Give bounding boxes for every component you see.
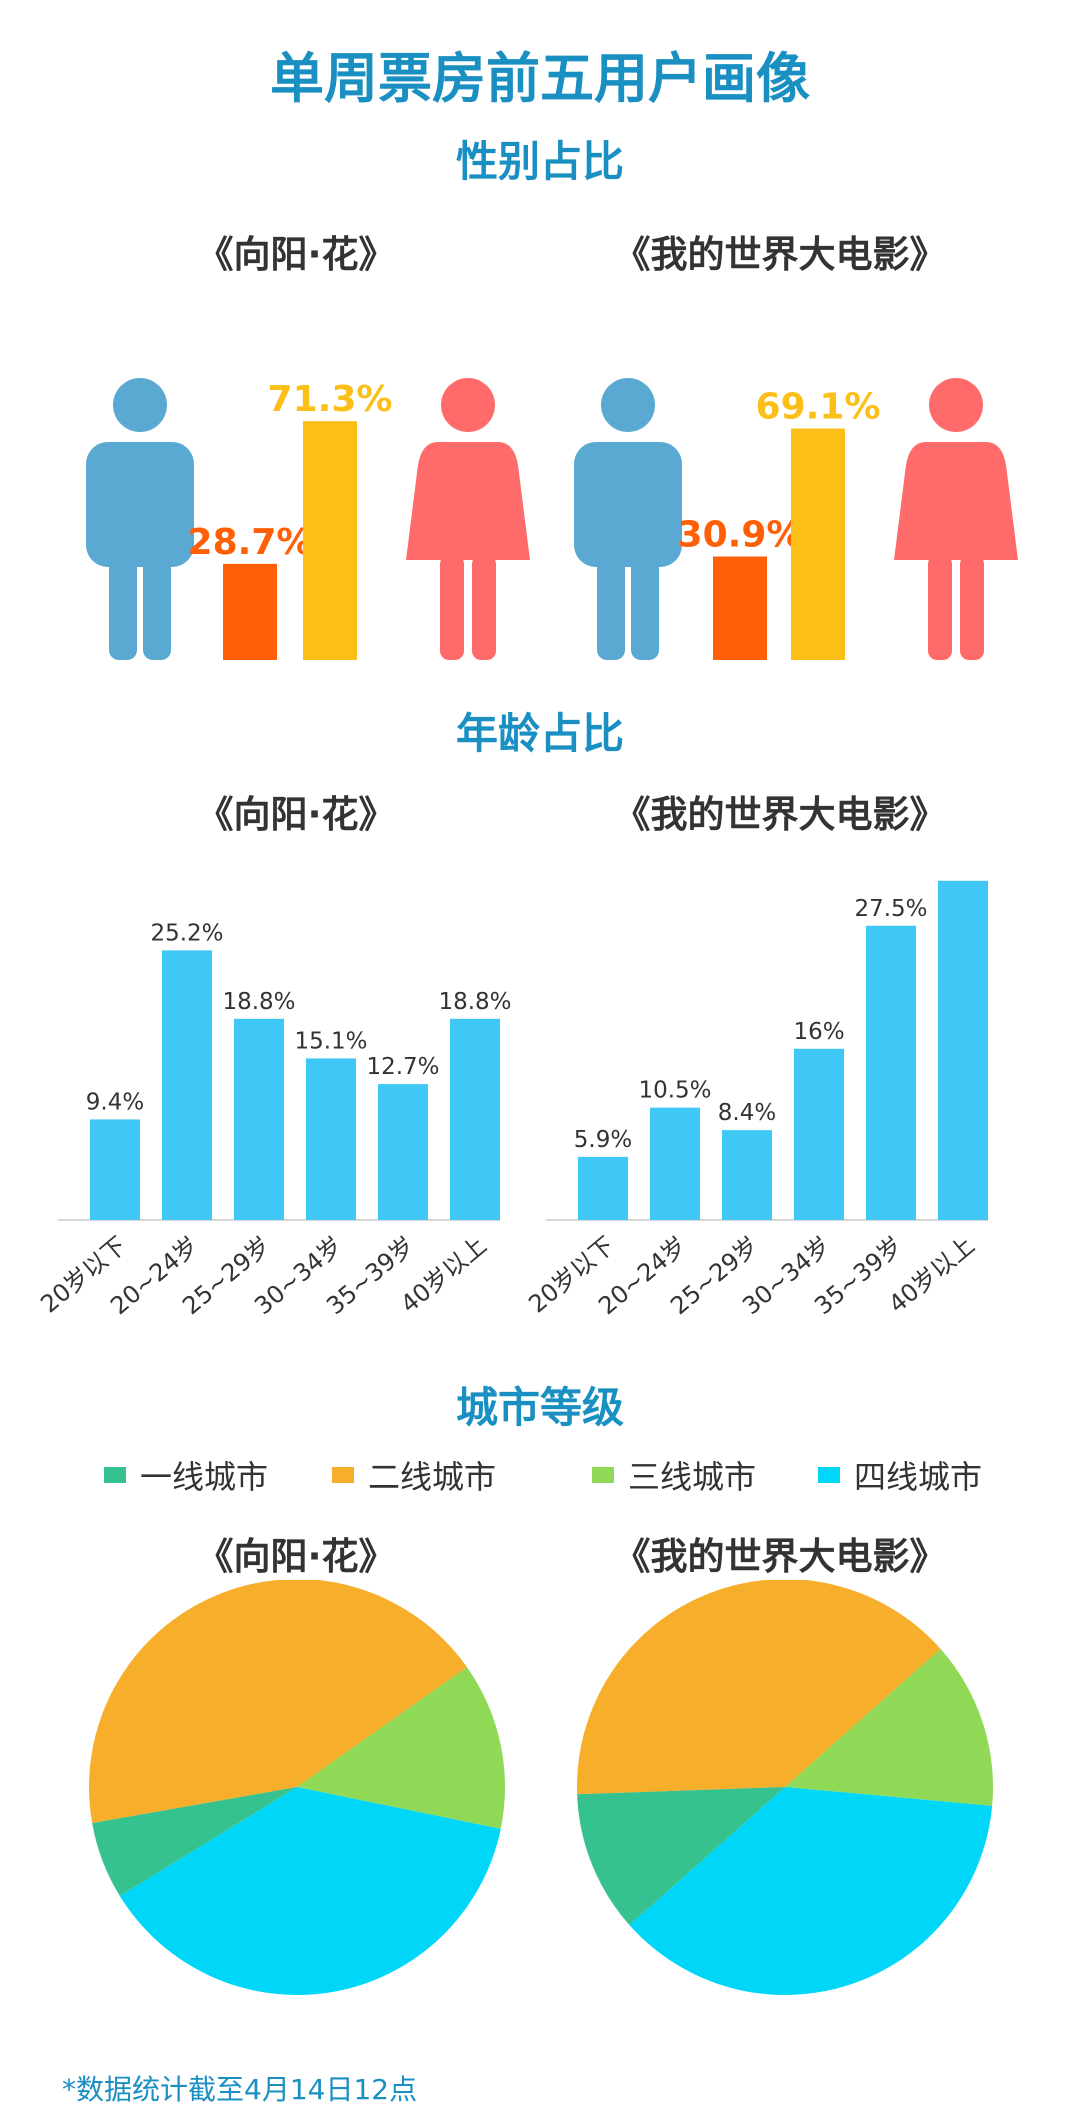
- legend-swatch-tier3: [592, 1467, 614, 1483]
- age-bar: [650, 1107, 700, 1220]
- gender-bar: [713, 556, 767, 660]
- legend-swatch-tier4: [818, 1467, 840, 1483]
- age-bar: [794, 1048, 844, 1220]
- legend-label-tier2: 二线城市: [368, 1458, 497, 1496]
- legend-swatch-tier2: [332, 1467, 354, 1483]
- male-icon: [86, 378, 194, 660]
- pie-slice: [297, 1667, 506, 1829]
- age-movie-title-2: 《我的世界大电影》: [613, 793, 947, 836]
- age-bar-label: 16%: [793, 1019, 844, 1045]
- pie-chart-2: [577, 1580, 993, 1996]
- age-bar: [938, 880, 988, 1220]
- age-chart-1: 9.4%20岁以下25.2%20~24岁18.8%25~29岁15.1%30~3…: [35, 920, 511, 1320]
- age-bar: [722, 1130, 772, 1220]
- age-bar-label: 12.7%: [366, 1054, 439, 1080]
- gender-movie-title-1: 《向阳·花》: [196, 233, 396, 276]
- footnote: *数据统计截至4月14日12点: [62, 2073, 418, 2106]
- gender-bar-label: 69.1%: [756, 387, 881, 428]
- gender-movie-title-2: 《我的世界大电影》: [613, 233, 947, 276]
- legend-item-tier3: 三线城市: [592, 1452, 756, 1498]
- age-bar-label: 18.8%: [438, 989, 511, 1015]
- pie-slice: [577, 1580, 941, 1795]
- age-bar-label: 10.5%: [638, 1078, 711, 1104]
- gender-chart-1: 28.7% 71.3%: [86, 378, 530, 660]
- legend-item-tier2: 二线城市: [332, 1452, 496, 1498]
- pie-slice: [629, 1787, 993, 1996]
- male-icon: [574, 378, 682, 660]
- page-title: 单周票房前五用户画像: [270, 47, 810, 110]
- female-icon: [894, 378, 1018, 660]
- legend-item-tier1: 一线城市: [104, 1452, 268, 1498]
- age-bar-label: 25.2%: [150, 920, 223, 946]
- gender-bar: [303, 421, 357, 660]
- city-pie-charts: [89, 1580, 993, 1996]
- age-chart-2: 5.9%20岁以下10.5%20~24岁8.4%25~29岁16%30~34岁2…: [523, 880, 988, 1320]
- legend-label-tier1: 一线城市: [140, 1458, 269, 1496]
- gender-section-title: 性别占比: [455, 137, 624, 186]
- age-bar: [378, 1084, 428, 1220]
- legend-item-tier4: 四线城市: [818, 1452, 982, 1498]
- age-chart: 9.4%20岁以下25.2%20~24岁18.8%25~29岁15.1%30~3…: [35, 880, 988, 1320]
- city-movie-title-2: 《我的世界大电影》: [613, 1535, 947, 1578]
- female-icon: [406, 378, 530, 660]
- age-bar-label: 8.4%: [718, 1100, 776, 1126]
- age-movie-title-1: 《向阳·花》: [196, 793, 396, 836]
- legend-swatch-tier1: [104, 1467, 126, 1483]
- pie-slice: [92, 1787, 297, 1896]
- gender-bar-label: 28.7%: [188, 522, 313, 563]
- gender-bar: [223, 563, 277, 660]
- gender-chart-2: 30.9% 69.1%: [574, 378, 1018, 660]
- city-movie-title-1: 《向阳·花》: [196, 1535, 396, 1578]
- age-bar: [450, 1018, 500, 1220]
- gender-chart: 28.7% 71.3% 30.9% 69.1%: [86, 378, 1018, 660]
- legend-label-tier3: 三线城市: [628, 1458, 757, 1496]
- gender-bar-label: 30.9%: [678, 514, 803, 555]
- age-bar: [234, 1018, 284, 1220]
- pie-slice: [577, 1787, 785, 1926]
- age-bar: [90, 1119, 140, 1220]
- age-bar-label: 15.1%: [294, 1028, 367, 1054]
- age-bar: [866, 925, 916, 1220]
- age-bar-label: 27.5%: [854, 896, 927, 922]
- age-section-title: 年龄占比: [455, 709, 624, 758]
- pie-slice: [89, 1580, 467, 1824]
- gender-bar-label: 71.3%: [268, 379, 393, 420]
- age-bar: [162, 950, 212, 1220]
- age-bar: [578, 1156, 628, 1220]
- legend-label-tier4: 四线城市: [854, 1458, 983, 1496]
- pie-slice: [119, 1787, 501, 1995]
- age-bar-label: 5.9%: [574, 1127, 632, 1153]
- age-bar-label: 18.8%: [222, 989, 295, 1015]
- city-section-title: 城市等级: [455, 1383, 624, 1432]
- age-bar-label: 9.4%: [86, 1089, 144, 1115]
- gender-bar: [791, 428, 845, 660]
- age-bar: [306, 1058, 356, 1220]
- pie-chart-1: [89, 1580, 506, 1995]
- pie-slice: [785, 1648, 993, 1806]
